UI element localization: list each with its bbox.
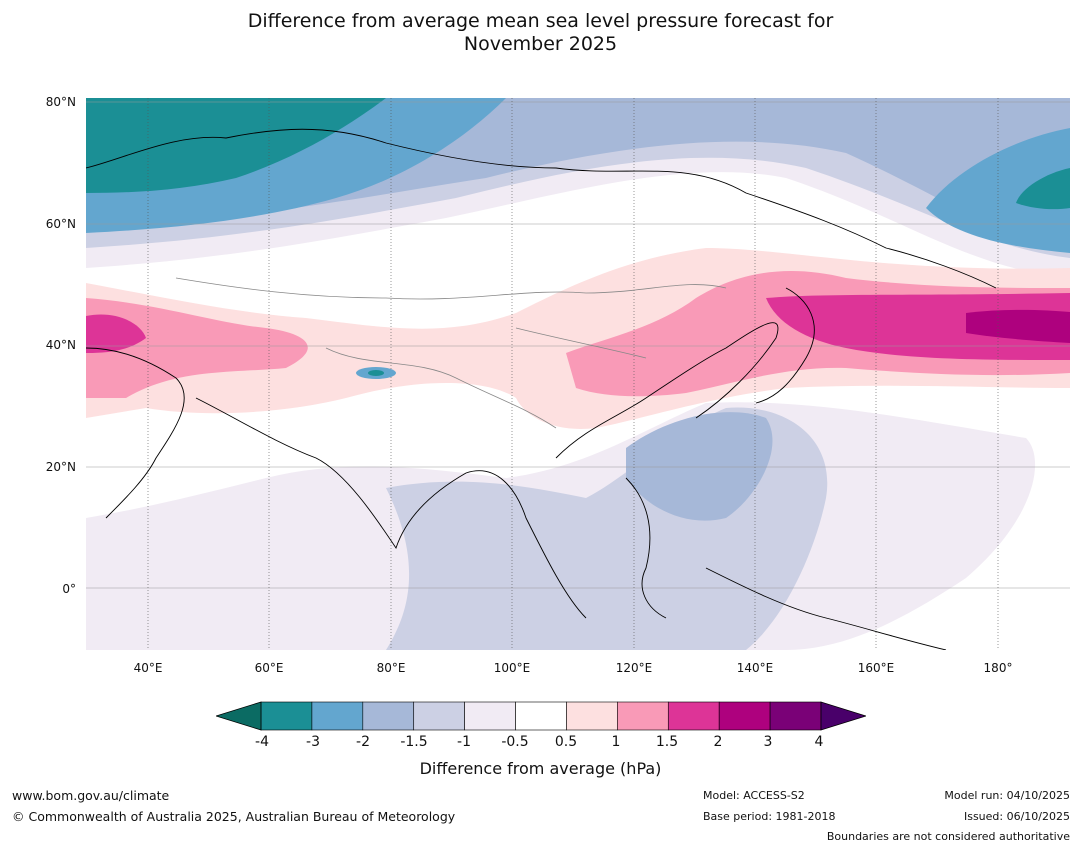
- lon-label-140e: 140°E: [736, 661, 774, 675]
- colorbar-tick: 2: [713, 734, 723, 750]
- lon-label-80e: 80°E: [376, 661, 406, 675]
- issued-date: Issued: 06/10/2025: [963, 810, 1070, 823]
- website-link[interactable]: www.bom.gov.au/climate: [12, 788, 170, 803]
- coastlines: [86, 128, 997, 650]
- lat-label-20n: 20°N: [45, 460, 76, 474]
- meridians: [147, 98, 999, 650]
- lon-label-100e: 100°E: [493, 661, 531, 675]
- map-canvas: [86, 98, 1070, 650]
- colorbar-tick: 4: [814, 734, 824, 750]
- colorbar-segment: [566, 701, 618, 731]
- base-period: Base period: 1981-2018: [703, 810, 836, 823]
- colorbar-segments: [260, 701, 822, 731]
- lat-label-0: 0°: [62, 582, 76, 596]
- lat-label-80n: 80°N: [45, 95, 76, 109]
- colorbar-segment: [362, 701, 415, 731]
- negative-anomaly-level-3-east: [926, 128, 1070, 253]
- title-line-1: Difference from average mean sea level p…: [247, 10, 834, 32]
- colorbar-segment: [464, 701, 516, 731]
- tibet-local-anomaly-core: [368, 370, 384, 376]
- colorbar-tick: 1.5: [655, 734, 679, 750]
- colorbar-tick: -3: [306, 734, 320, 750]
- positive-anomaly-level-2: [966, 309, 1070, 343]
- colorbar-segment: [718, 701, 771, 731]
- graticule: [86, 101, 1070, 589]
- colorbar-segment: [311, 701, 364, 731]
- colorbar-tick: 0.5: [554, 734, 578, 750]
- boundaries-disclaimer: Boundaries are not considered authoritat…: [826, 830, 1070, 843]
- copyright-text: © Commonwealth of Australia 2025, Austra…: [12, 809, 456, 824]
- colorbar-tick: -1: [457, 734, 471, 750]
- lat-label-40n: 40°N: [45, 338, 76, 352]
- positive-anomaly-level-1p5-east: [766, 293, 1070, 360]
- colorbar-tick: -4: [255, 734, 269, 750]
- colorbar-segment: [617, 701, 669, 731]
- lon-label-120e: 120°E: [615, 661, 653, 675]
- colorbar-title: Difference from average (hPa): [419, 759, 662, 778]
- lon-label-160e: 160°E: [857, 661, 895, 675]
- colorbar-tick: -2: [356, 734, 370, 750]
- colorbar-tick: -0.5: [501, 734, 529, 750]
- colorbar-segment: [413, 701, 465, 731]
- tropical-negative-anomaly-core: [626, 412, 773, 521]
- lat-label-60n: 60°N: [45, 217, 76, 231]
- colorbar-segment: [260, 701, 313, 731]
- colorbar-segment: [515, 701, 567, 731]
- model-name: Model: ACCESS-S2: [703, 789, 805, 802]
- colorbar-segment: [667, 701, 720, 731]
- negative-anomaly-level-4-west: [86, 98, 386, 193]
- negative-anomaly-level-4-east: [1016, 168, 1070, 210]
- chart-title: Difference from average mean sea level p…: [0, 10, 1081, 56]
- colorbar-segment: [769, 701, 822, 731]
- lon-label-60e: 60°E: [254, 661, 284, 675]
- lon-label-40e: 40°E: [133, 661, 163, 675]
- title-line-2: November 2025: [463, 33, 618, 55]
- colorbar-tick: -1.5: [400, 734, 428, 750]
- model-run-date: Model run: 04/10/2025: [944, 789, 1070, 802]
- colorbar: [216, 701, 866, 731]
- colorbar-under-arrow: [216, 701, 262, 731]
- pressure-anomaly-map: [86, 98, 1070, 650]
- positive-anomaly-level-1p5: [86, 314, 146, 353]
- lon-label-180: 180°: [983, 661, 1013, 675]
- country-borders: [175, 277, 727, 429]
- colorbar-tick: 3: [763, 734, 773, 750]
- positive-anomaly-level-1: [86, 298, 308, 398]
- colorbar-over-arrow: [820, 701, 866, 731]
- colorbar-tick: 1: [611, 734, 621, 750]
